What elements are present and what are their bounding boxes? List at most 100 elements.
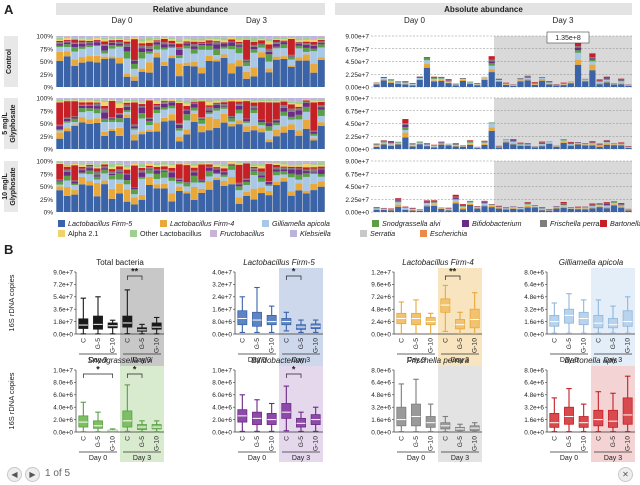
rel-bar-segment [228,41,236,43]
rel-bar-segment [153,42,161,45]
rel-bar-segment [310,168,318,172]
rel-bar-segment [205,161,213,162]
category-label: G-10 [154,338,161,353]
abs-tick-label: 2.25e+7 [345,72,369,79]
rel-bar-segment [123,184,131,190]
rel-bar-segment [198,101,206,118]
abs-bar-segment [452,196,459,198]
abs-bar-segment [524,78,531,81]
rel-bar-segment [272,102,280,120]
rel-bar-segment [71,122,79,125]
abs-bar-segment [517,144,524,145]
rel-bar-segment [175,102,183,104]
abs-bar-segment [416,79,423,80]
rel-bar-segment [205,38,213,41]
rel-bar-segment [190,40,198,42]
abs-bar-segment [538,209,546,211]
category-label: G-5 [457,436,464,448]
rel-bar-segment [190,165,198,168]
abs-bar-segment [431,202,438,203]
rel-bar-segment [116,161,123,163]
group-label: Day 0 [407,357,425,364]
rel-bar-segment [243,61,250,63]
rel-bar-segment [280,44,288,49]
rel-bar-segment [235,203,243,212]
rel-bar-segment [138,164,146,168]
rel-bar-segment [220,102,228,105]
rel-bar-segment [145,100,153,118]
rel-bar-segment [302,39,310,42]
rel-bar-segment [108,188,116,199]
rel-bar-segment [250,113,258,126]
prev-page-button[interactable]: ◀ [7,467,22,482]
abs-bar-segment [524,203,531,205]
rel-bar-segment [272,56,280,60]
boxplot-title: Lactobacillus Firm-4 [402,258,474,267]
rel-bar-segment [183,109,191,111]
abs-bar-segment [495,81,502,87]
rel-bar-segment [205,130,213,149]
abs-bar-segment [452,85,459,87]
group-label: Day 3 [451,357,469,364]
y-tick-label: 8.0e+6 [212,319,232,326]
rel-bar-segment [310,38,318,40]
abs-bar-segment [495,208,502,212]
rel-bar-segment [71,117,79,119]
abs-bar-segment [416,76,423,78]
rel-bar-segment [295,174,303,180]
rel-bar-segment [123,40,131,42]
rel-header: Relative abundance [153,5,229,14]
rel-bar-segment [153,98,161,100]
rel-bar-segment [198,38,206,41]
sig-bracket [126,373,143,378]
rel-bar-segment [213,108,221,111]
rel-bar-segment [190,38,198,41]
close-button[interactable]: ✕ [618,467,633,482]
abs-bar-segment [373,84,380,87]
abs-tick-label: 2.25e+7 [345,197,369,204]
rel-bar-segment [235,190,243,198]
y-tick-label: 2.4e+7 [212,294,232,301]
rel-bar-segment [243,99,250,101]
abs-bar-segment [618,206,625,208]
rel-bar-segment [160,161,168,163]
rel-bar-segment [250,188,258,200]
rel-bar-segment [280,177,288,182]
rel-bar-segment [205,55,213,61]
category-label: G-10 [269,436,276,451]
abs-bar-segment [467,203,474,206]
rel-bar-segment [220,108,228,114]
abs-bar-segment [481,142,488,144]
abs-bar-segment [524,144,531,146]
rel-bar-segment [265,164,273,182]
rel-bar-segment [235,36,243,38]
rel-bar-segment [235,186,243,191]
rel-bar-segment [272,162,280,164]
rel-bar-segment [86,99,94,101]
category-label: G-5 [457,338,464,350]
box [608,318,618,329]
rel-bar-segment [131,161,138,163]
abs-bar-segment [553,207,560,208]
rel-bar-segment [101,56,109,60]
abs-bar-segment [574,52,582,60]
rel-bar-segment [56,179,64,181]
rel-bar-segment [78,98,86,100]
outlier-box [546,31,590,44]
rel-bar-segment [250,67,258,77]
box [593,409,604,427]
rel-bar-segment [168,36,176,38]
rel-bar-segment [183,37,191,39]
rel-bar-segment [131,102,138,125]
rel-bar-segment [243,119,250,122]
next-page-button[interactable]: ▶ [25,467,40,482]
rel-bar-segment [138,199,146,212]
rel-bar-segment [272,39,280,40]
rel-bar-segment [213,41,221,45]
rel-bar-segment [280,161,288,163]
rel-bar-segment [228,121,236,124]
rel-bar-segment [183,105,191,110]
rel-bar-segment [190,167,198,171]
abs-bar-segment [416,143,423,145]
rel-bar-segment [198,117,206,119]
